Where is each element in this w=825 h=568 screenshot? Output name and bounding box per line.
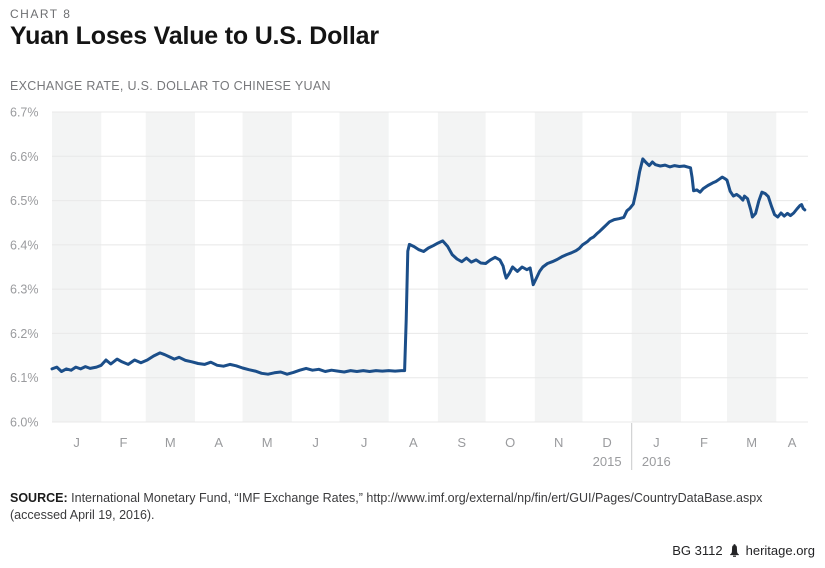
x-tick-label: S bbox=[457, 435, 466, 450]
report-id: BG 3112 bbox=[672, 543, 723, 558]
x-tick-label: J bbox=[361, 435, 368, 450]
month-band bbox=[339, 112, 389, 422]
month-band bbox=[631, 112, 681, 422]
x-tick-label: M bbox=[262, 435, 273, 450]
chart-svg: 6.7% 6.6% 6.5% 6.4% 6.3% 6.2% 6.1% 6.0% J F M A M J J A… bbox=[10, 106, 808, 470]
x-tick-label: O bbox=[505, 435, 515, 450]
source-line1: International Monetary Fund, “IMF Exchan… bbox=[71, 491, 763, 505]
y-tick-label: 6.6% bbox=[10, 150, 39, 164]
x-tick-label: D bbox=[602, 435, 611, 450]
month-band bbox=[145, 112, 195, 422]
month-band bbox=[727, 112, 777, 422]
heritage-bell-icon bbox=[729, 544, 739, 557]
y-tick-label: 6.5% bbox=[10, 194, 39, 208]
y-tick-label: 6.2% bbox=[10, 327, 39, 341]
x-tick-label: N bbox=[554, 435, 563, 450]
x-tick-label: M bbox=[746, 435, 757, 450]
month-band bbox=[534, 112, 583, 422]
source-label: SOURCE: bbox=[10, 491, 68, 505]
year-label: 2016 bbox=[642, 454, 671, 469]
y-tick-label: 6.4% bbox=[10, 238, 39, 252]
x-tick-label: F bbox=[700, 435, 708, 450]
heritage-site-text: heritage.org bbox=[745, 543, 815, 558]
y-tick-label: 6.0% bbox=[10, 416, 39, 430]
x-tick-label: M bbox=[165, 435, 176, 450]
x-tick-label: F bbox=[119, 435, 127, 450]
chart-number: CHART 8 bbox=[10, 7, 72, 21]
exchange-rate-line bbox=[50, 157, 807, 376]
x-tick-label: A bbox=[214, 435, 223, 450]
month-band bbox=[242, 112, 292, 422]
x-tick-label: A bbox=[788, 435, 797, 450]
source-line2: (accessed April 19, 2016). bbox=[10, 508, 155, 522]
x-tick-label: J bbox=[312, 435, 319, 450]
month-band bbox=[437, 112, 486, 422]
source-note: SOURCE: International Monetary Fund, “IM… bbox=[10, 490, 810, 524]
y-tick-label: 6.1% bbox=[10, 371, 39, 385]
x-tick-label: A bbox=[409, 435, 418, 450]
y-tick-label: 6.3% bbox=[10, 283, 39, 297]
year-label: 2015 bbox=[593, 454, 622, 469]
x-tick-label: J bbox=[653, 435, 660, 450]
y-tick-label: 6.7% bbox=[10, 106, 39, 120]
chart-subtitle: EXCHANGE RATE, U.S. DOLLAR TO CHINESE YU… bbox=[10, 79, 331, 93]
page-title: Yuan Loses Value to U.S. Dollar bbox=[10, 22, 379, 50]
footer-branding: BG 3112 heritage.org bbox=[672, 543, 815, 558]
month-band bbox=[52, 112, 102, 422]
x-tick-label: J bbox=[73, 435, 80, 450]
